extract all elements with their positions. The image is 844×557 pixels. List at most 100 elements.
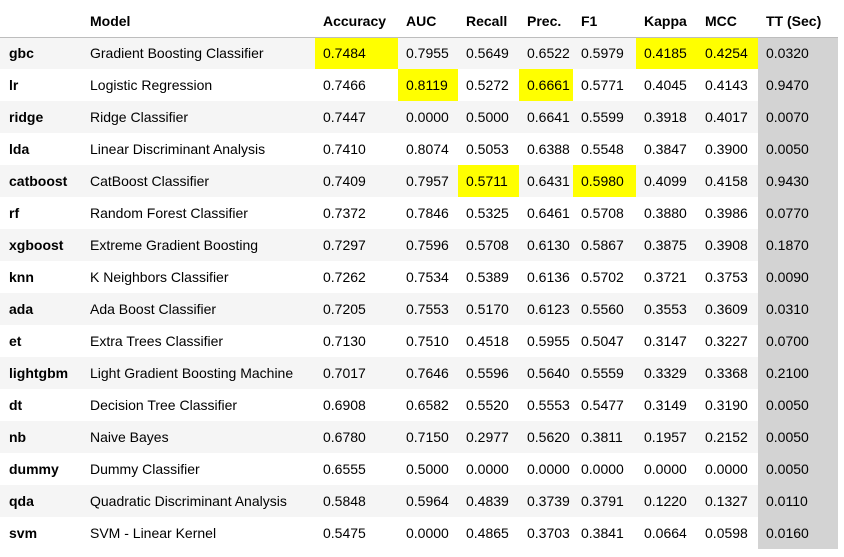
tt-sec-cell: 0.0310 xyxy=(758,293,838,325)
table-row: rf Random Forest Classifier 0.7372 0.7846 0.… xyxy=(0,197,838,229)
model-name-cell: K Neighbors Classifier xyxy=(90,269,229,285)
table-row: dt Decision Tree Classifier 0.6908 0.6582 0.… xyxy=(0,389,838,421)
tt-sec-cell: 0.0050 xyxy=(758,421,838,453)
table-row: svm SVM - Linear Kernel 0.5475 0.0000 0.4865… xyxy=(0,517,838,549)
kappa-cell: 0.3721 xyxy=(644,269,687,285)
model-name-cell: CatBoost Classifier xyxy=(90,173,210,189)
row-id: lr xyxy=(9,77,19,93)
accuracy-cell: 0.7372 xyxy=(323,205,366,221)
kappa-cell: 0.3149 xyxy=(644,397,687,413)
recall-cell: 0.5325 xyxy=(466,205,509,221)
f1-cell: 0.0000 xyxy=(581,461,624,477)
table-row: ada Ada Boost Classifier 0.7205 0.7553 0.517… xyxy=(0,293,838,325)
table-row: nb Naive Bayes 0.6780 0.7150 0.2977 0.5620 0.3… xyxy=(0,421,838,453)
tt-sec-cell: 0.0320 xyxy=(758,37,838,69)
accuracy-cell: 0.7447 xyxy=(323,109,366,125)
model-name-cell: Decision Tree Classifier xyxy=(90,397,238,413)
kappa-cell: 0.3847 xyxy=(644,141,687,157)
row-id: xgboost xyxy=(9,237,64,253)
table-row: et Extra Trees Classifier 0.7130 0.7510 0.45… xyxy=(0,325,838,357)
accuracy-cell: 0.7205 xyxy=(323,301,366,317)
kappa-cell: 0.3875 xyxy=(644,237,687,253)
auc-cell: 0.8119 xyxy=(398,69,458,101)
table-body: gbc Gradient Boosting Classifier 0.7484 0.7… xyxy=(0,37,838,549)
precision-cell: 0.5620 xyxy=(527,429,570,445)
recall-cell: 0.2977 xyxy=(466,429,509,445)
recall-cell: 0.5711 xyxy=(458,165,519,197)
precision-cell: 0.6641 xyxy=(527,109,570,125)
row-id: catboost xyxy=(9,173,68,189)
auc-cell: 0.5964 xyxy=(406,493,449,509)
kappa-cell: 0.1957 xyxy=(644,429,687,445)
row-id: dummy xyxy=(9,461,59,477)
mcc-cell: 0.3227 xyxy=(705,333,748,349)
kappa-cell: 0.3553 xyxy=(644,301,687,317)
recall-cell: 0.5596 xyxy=(466,365,509,381)
model-name-cell: Random Forest Classifier xyxy=(90,205,248,221)
recall-cell: 0.4839 xyxy=(466,493,509,509)
row-id: dt xyxy=(9,397,23,413)
accuracy-cell: 0.7262 xyxy=(323,269,366,285)
model-name-cell: Gradient Boosting Classifier xyxy=(90,45,264,62)
header-index xyxy=(0,5,82,38)
model-comparison-table: Model Accuracy AUC Recall Prec. F1 Kappa… xyxy=(0,5,838,549)
row-id: lda xyxy=(9,141,30,157)
kappa-cell: 0.4185 xyxy=(636,37,697,69)
f1-cell: 0.3811 xyxy=(581,429,623,445)
tt-sec-cell: 0.0110 xyxy=(758,485,838,517)
header-precision: Prec. xyxy=(519,5,573,38)
accuracy-cell: 0.6780 xyxy=(323,429,366,445)
table-row: ridge Ridge Classifier 0.7447 0.0000 0.5000 0… xyxy=(0,101,838,133)
accuracy-cell: 0.7297 xyxy=(323,237,366,253)
precision-cell: 0.6136 xyxy=(527,269,570,285)
tt-sec-cell: 0.2100 xyxy=(758,357,838,389)
header-f1: F1 xyxy=(573,5,636,38)
recall-cell: 0.0000 xyxy=(466,461,509,477)
tt-sec-cell: 0.0050 xyxy=(758,133,838,165)
recall-cell: 0.4865 xyxy=(466,525,509,541)
accuracy-cell: 0.7466 xyxy=(323,77,366,93)
recall-cell: 0.5649 xyxy=(466,45,509,62)
row-id: qda xyxy=(9,493,34,509)
accuracy-cell: 0.6908 xyxy=(323,397,366,413)
recall-cell: 0.5170 xyxy=(466,301,509,317)
table-row: knn K Neighbors Classifier 0.7262 0.7534 0.5… xyxy=(0,261,838,293)
accuracy-cell: 0.5848 xyxy=(323,493,366,509)
table-row: gbc Gradient Boosting Classifier 0.7484 0.7… xyxy=(0,37,838,69)
header-mcc: MCC xyxy=(697,5,758,38)
accuracy-cell: 0.7410 xyxy=(323,141,366,157)
model-name-cell: SVM - Linear Kernel xyxy=(90,525,217,541)
accuracy-cell: 0.7409 xyxy=(323,173,366,189)
model-name-cell: Quadratic Discriminant Analysis xyxy=(90,493,287,509)
table-row: xgboost Extreme Gradient Boosting 0.7297 0.… xyxy=(0,229,838,261)
mcc-cell: 0.4254 xyxy=(697,37,758,69)
precision-cell: 0.5553 xyxy=(527,397,570,413)
auc-cell: 0.7553 xyxy=(406,301,449,317)
precision-cell: 0.6388 xyxy=(527,141,570,157)
mcc-cell: 0.4158 xyxy=(705,173,748,189)
f1-cell: 0.5477 xyxy=(581,397,624,413)
auc-cell: 0.7596 xyxy=(406,237,449,253)
f1-cell: 0.5980 xyxy=(573,165,636,197)
header-kappa: Kappa xyxy=(636,5,697,38)
tt-sec-cell: 0.0050 xyxy=(758,453,838,485)
model-name-cell: Ridge Classifier xyxy=(90,109,189,125)
model-name-cell: Extreme Gradient Boosting xyxy=(90,237,259,253)
auc-cell: 0.6582 xyxy=(406,397,449,413)
tt-sec-cell: 0.0090 xyxy=(758,261,838,293)
precision-cell: 0.6522 xyxy=(527,45,570,62)
row-id: ridge xyxy=(9,109,44,125)
tt-sec-cell: 0.9470 xyxy=(758,69,838,101)
header-recall: Recall xyxy=(458,5,519,38)
auc-cell: 0.7955 xyxy=(406,45,449,62)
model-name-cell: Light Gradient Boosting Machine xyxy=(90,365,294,381)
kappa-cell: 0.3880 xyxy=(644,205,687,221)
auc-cell: 0.8074 xyxy=(406,141,449,157)
precision-cell: 0.6461 xyxy=(527,205,570,221)
f1-cell: 0.5771 xyxy=(581,77,624,93)
auc-cell: 0.7646 xyxy=(406,365,449,381)
row-id: rf xyxy=(9,205,20,221)
precision-cell: 0.5955 xyxy=(527,333,570,349)
precision-cell: 0.0000 xyxy=(527,461,570,477)
table-row: catboost CatBoost Classifier 0.7409 0.7957 0… xyxy=(0,165,838,197)
